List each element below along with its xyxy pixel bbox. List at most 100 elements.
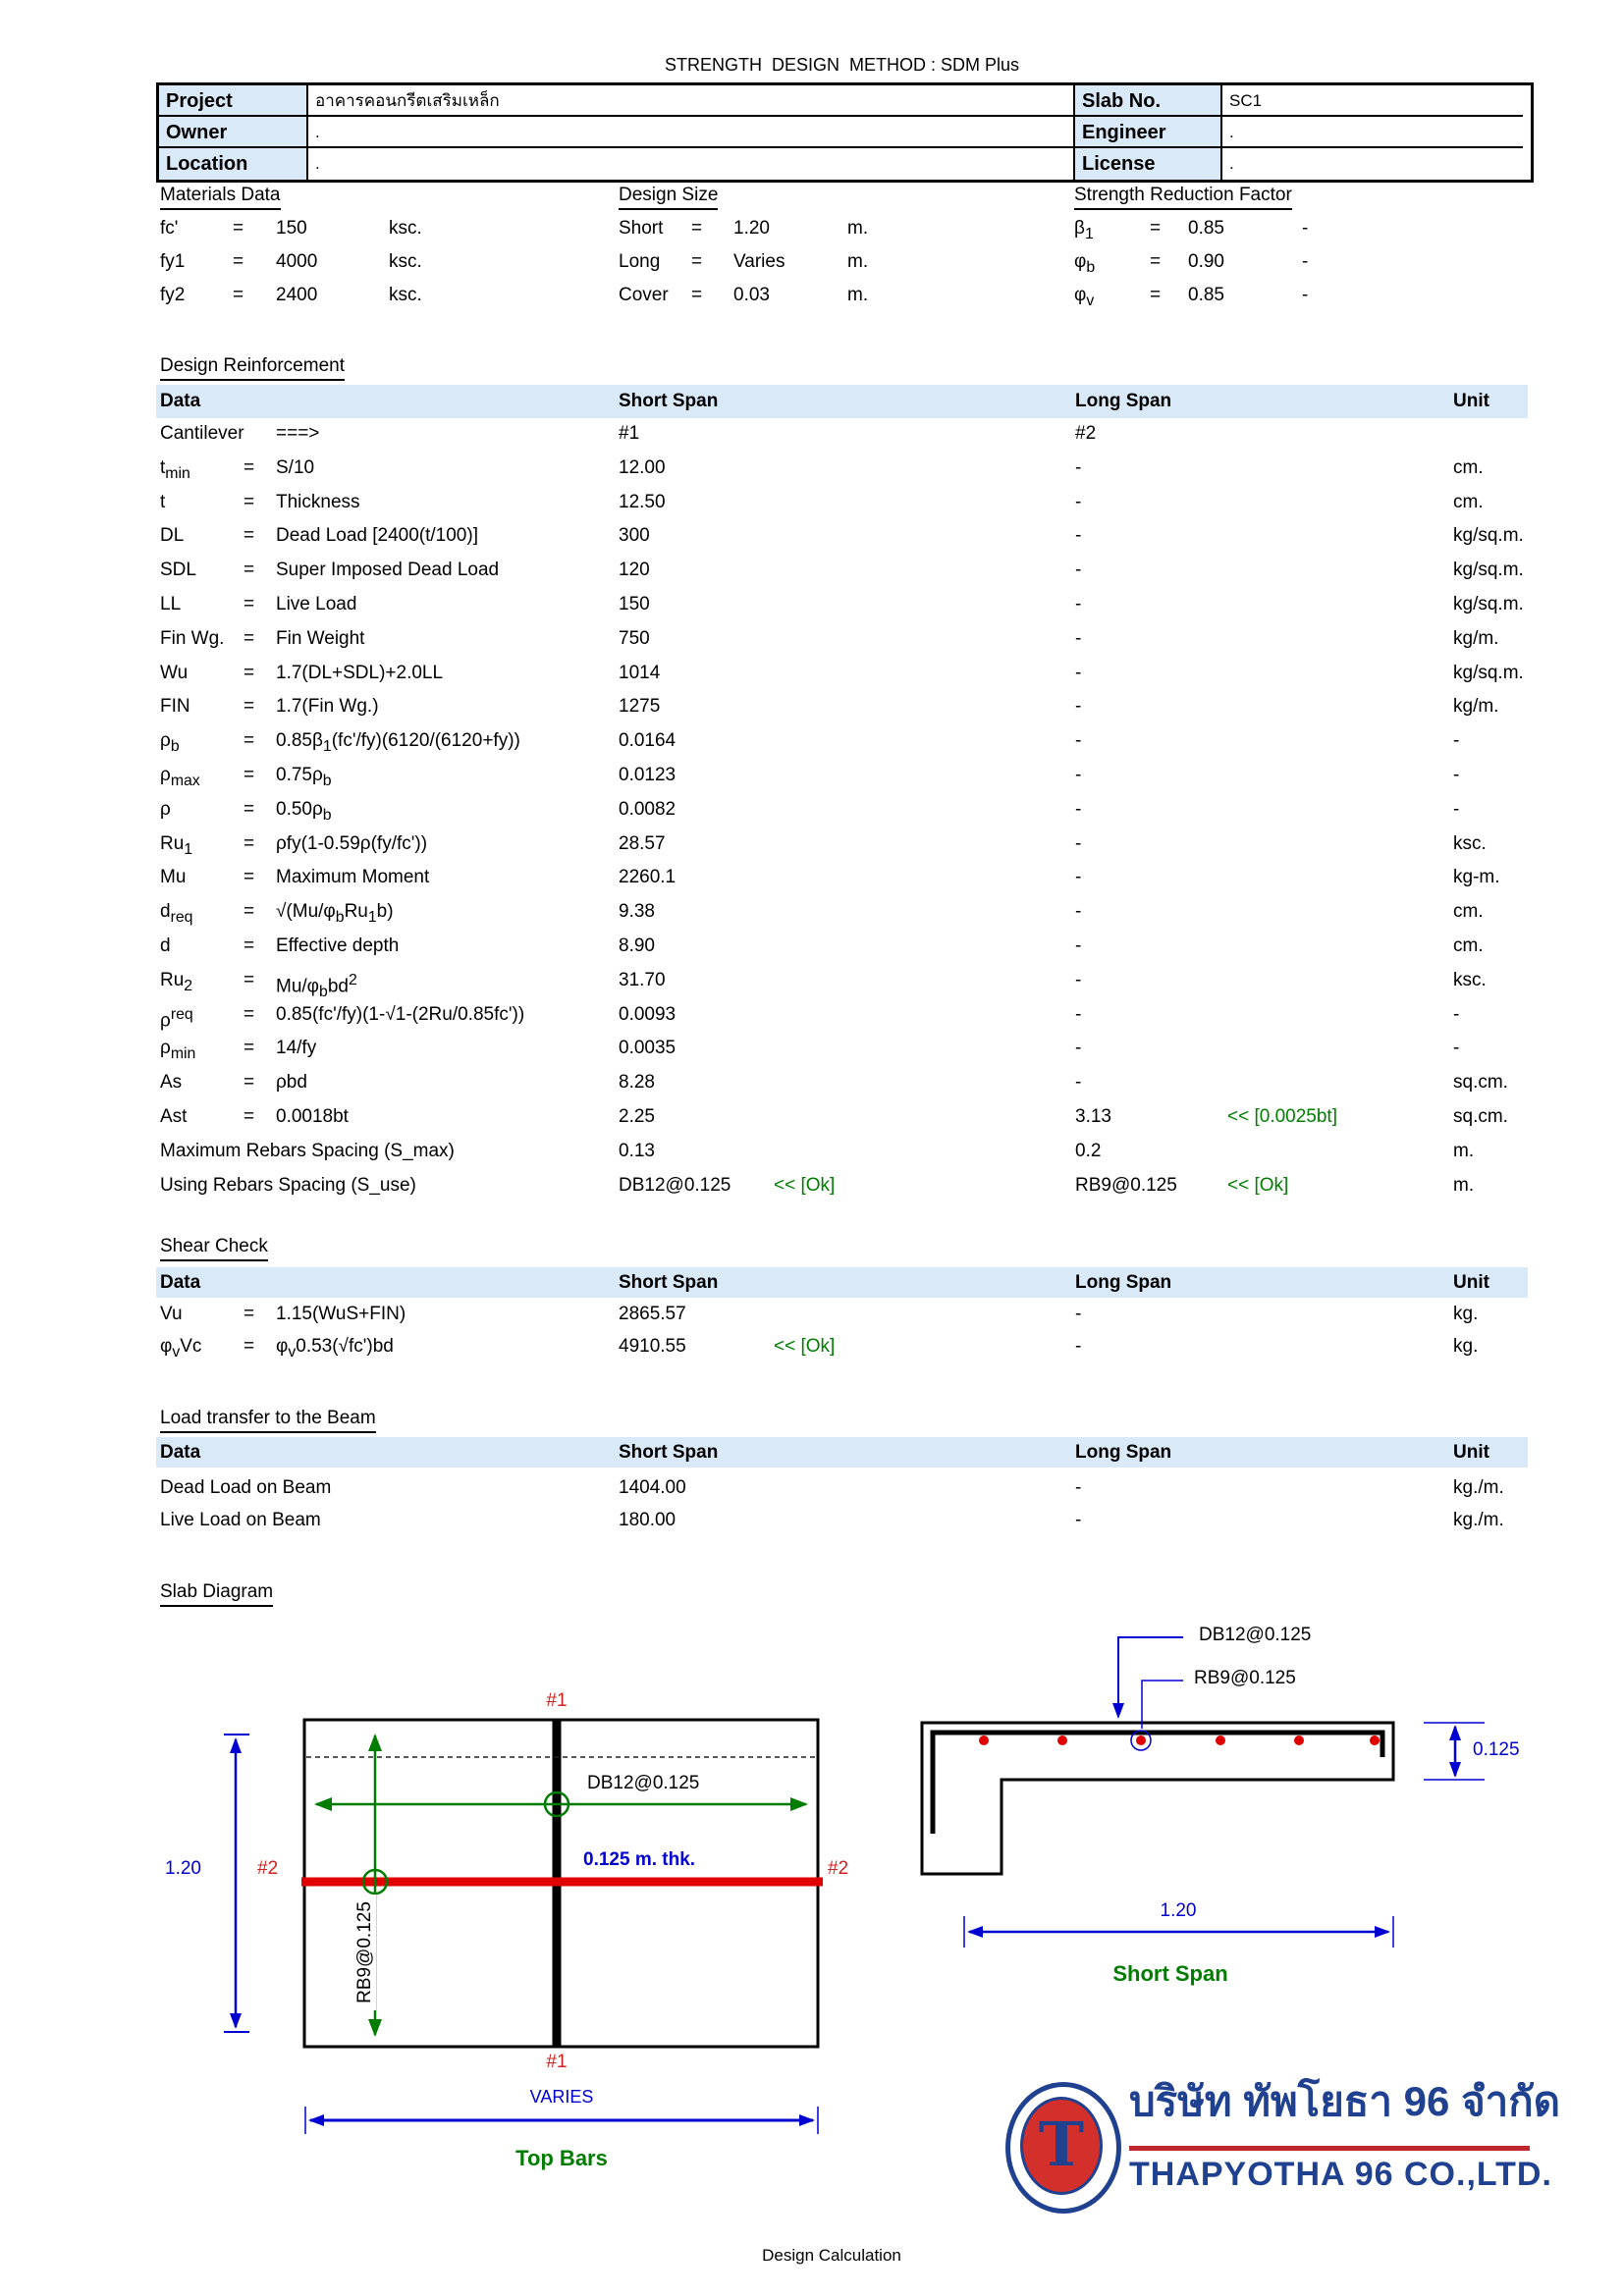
section-db12-label: DB12@0.125 [1196,1625,1315,1646]
short-span-value: 2865.57 [619,1304,686,1324]
equals: = [244,456,255,478]
plan-thickness-label: 0.125 m. thk. [583,1849,696,1870]
formula: 0.0018bt [276,1106,349,1127]
unit: kg/sq.m. [1453,594,1524,614]
formula: Live Load [276,594,357,614]
table-row: FIN = 1.7(Fin Wg.) 1275 - kg/m. [0,690,1624,724]
short-span-value: 750 [619,627,650,649]
short-span-value: 0.0123 [619,765,677,785]
top-bar [930,1730,1385,1834]
col-data: Data [160,391,201,411]
short-span-value: DB12@0.125 [619,1174,731,1196]
equals: = [691,251,703,272]
long-span-value: - [1075,901,1082,923]
unit: - [1453,1003,1460,1025]
row-label: LL [160,594,182,614]
info-row: Long = Varies m. [0,245,1624,279]
table-row: φvVc = φv0.53(√fc')bd 4910.55 << [Ok] - kg. [0,1330,1624,1362]
table-row: DL = Dead Load [2400(t/100)] 300 - kg/sq.m. [0,519,1624,554]
row-label: Live Load on Beam [160,1510,321,1530]
unit: cm. [1453,456,1484,478]
row-label: FIN [160,696,190,718]
plan-view-drawing [224,1718,823,2134]
table-row: Live Load on Beam 180.00 - kg./m. [0,1504,1624,1536]
short-span-value: 0.0035 [619,1038,677,1059]
long-span-value: - [1075,696,1082,718]
row-label: Cantilever [160,423,244,444]
short-span-value: 1014 [619,662,661,683]
table-row: Fin Wg. = Fin Weight 750 - kg/m. [0,622,1624,657]
long-span-value: - [1075,662,1082,683]
project-info-table: Project อาคารคอนกรีตเสริมเหล็ก Slab No. SC1… [156,82,1534,183]
equals: = [244,1106,255,1127]
table-row: ρreq = 0.85(fc'/fy)(1-√1-(2Ru/0.85fc')) 0.0… [0,998,1624,1033]
info-row: Short = 1.20 m. [0,212,1624,245]
formula: Mu/φbbd2 [276,971,357,1000]
table-row: Vu = 1.15(WuS+FIN) 2865.57 - kg. [0,1298,1624,1330]
section-thickness-dim-label: 0.125 [1473,1739,1520,1760]
table-row: ρmax = 0.75ρb 0.0123 - - [0,759,1624,793]
company-logo-monogram: T [1020,2097,1103,2195]
unit: m. [1453,1140,1475,1161]
rb9-leader-line [1141,1680,1183,1729]
plan-height-dim-label: 1.20 [165,1858,201,1879]
long-span-value: - [1075,969,1082,990]
plan-section2-label-right: #2 [828,1858,849,1879]
long-span-value: - [1075,456,1082,478]
row-label: Fin Wg. [160,627,225,649]
table-row: LL = Live Load 150 - kg/sq.m. [0,588,1624,622]
info-row: Cover = 0.03 m. [0,279,1624,312]
row-label: SDL [160,560,196,581]
field-label: License [1075,148,1222,180]
short-span-value: 8.90 [619,935,655,956]
unit: kg/sq.m. [1453,662,1524,683]
unit: - [1302,285,1309,305]
col-unit: Unit [1453,391,1489,411]
col-long-span: Long Span [1075,391,1172,411]
row-label: Wu [160,662,189,683]
page-title: STRENGTH DESIGN METHOD : SDM Plus [664,55,1020,75]
field-value: . [308,148,1075,180]
row-label: tmin [160,456,190,482]
long-span-value: - [1075,798,1082,820]
long-span-value: - [1075,730,1082,752]
section-span-dim-label: 1.20 [1160,1900,1197,1921]
col-unit: Unit [1453,1272,1489,1293]
row-label: t [160,491,166,512]
field-label: Slab No. [1075,85,1222,117]
design-size-heading: Design Size [619,185,719,210]
plan-temp-bar-label: RB9@0.125 [354,1895,376,2010]
value: 0.85 [1188,218,1224,239]
short-span-value: 31.70 [619,969,666,990]
short-span-value: 2260.1 [619,867,677,888]
field-value: . [1222,117,1523,148]
equals: = [244,696,255,718]
short-span-value: 0.0093 [619,1003,677,1025]
table-row: ρb = 0.85β1(fc'/fy)(6120/(6120+fy)) 0.0164 -… [0,724,1624,759]
row-label: ρmax [160,765,200,789]
unit: - [1453,1038,1460,1059]
field-label: Project [159,85,308,117]
info-row: β1 = 0.85 - [0,212,1624,245]
unit: kg/sq.m. [1453,525,1524,547]
long-span-check: << [Ok] [1227,1174,1289,1196]
equals: = [233,251,244,272]
table-row: Wu = 1.7(DL+SDL)+2.0LL 1014 - kg/sq.m. [0,657,1624,691]
formula: ρbd [276,1072,307,1094]
symbol: φb [1074,251,1096,276]
long-span-value: 0.2 [1075,1140,1102,1161]
row-label: Ast [160,1106,188,1127]
table-row: Dead Load on Beam 1404.00 - kg./m. [0,1471,1624,1504]
equals: = [244,969,255,990]
row-label: d [160,935,171,956]
row-label: ρ [160,798,171,820]
formula: Thickness [276,491,360,512]
company-name-thai: บริษัท ทัพโยธา 96 จำกัด [1129,2078,1560,2124]
table-row: Ru1 = ρfy(1-0.59ρ(fy/fc')) 28.57 - ksc. [0,828,1624,862]
short-span-check: << [Ok] [774,1336,836,1357]
unit: kg/sq.m. [1453,560,1524,581]
short-span-value: 4910.55 [619,1336,686,1357]
